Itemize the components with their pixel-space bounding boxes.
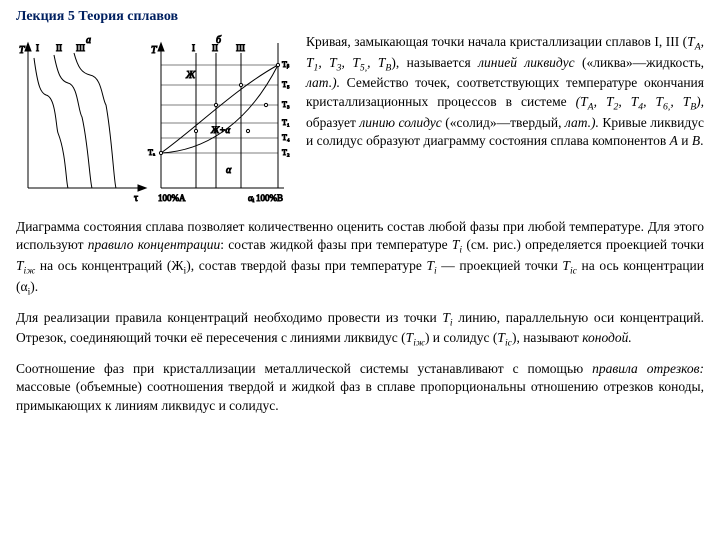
svg-text:I: I [192,43,195,53]
svg-text:T: T [151,45,158,56]
paragraph-1: Кривая, замыкающая точки начала кристалл… [306,33,704,208]
paragraph-3: Для реализации правила концентраций необ… [16,309,704,351]
svg-text:T₄: T₄ [282,133,290,142]
svg-text:α: α [226,165,232,176]
svg-text:III: III [236,43,245,53]
svg-text:T₅: T₅ [282,80,290,89]
paragraph-2: Диаграмма состояния сплава позволяет кол… [16,218,704,299]
svg-text:II: II [212,43,218,53]
svg-text:T₁: T₁ [282,118,290,127]
svg-text:αᵢ: αᵢ [248,193,255,203]
svg-text:I: I [36,43,39,53]
svg-text:100%В: 100%В [256,193,283,203]
page-title: Лекция 5 Теория сплавов [16,8,704,27]
svg-text:Ж: Ж [185,70,196,81]
svg-text:Тₐ: Тₐ [148,148,156,157]
svg-text:III: III [76,43,85,53]
svg-text:Ж+α: Ж+α [210,125,230,135]
svg-text:τ: τ [134,193,138,204]
svg-text:T₂: T₂ [282,148,290,157]
svg-text:100%А: 100%А [158,193,186,203]
diagram-figure: T τ I II III а T [16,33,296,208]
paragraph-4: Соотношение фаз при кристаллизации метал… [16,360,704,415]
svg-text:Тᵦ: Тᵦ [282,60,290,69]
svg-text:T₃: T₃ [282,100,290,109]
svg-text:II: II [56,43,62,53]
svg-text:а: а [86,35,91,46]
